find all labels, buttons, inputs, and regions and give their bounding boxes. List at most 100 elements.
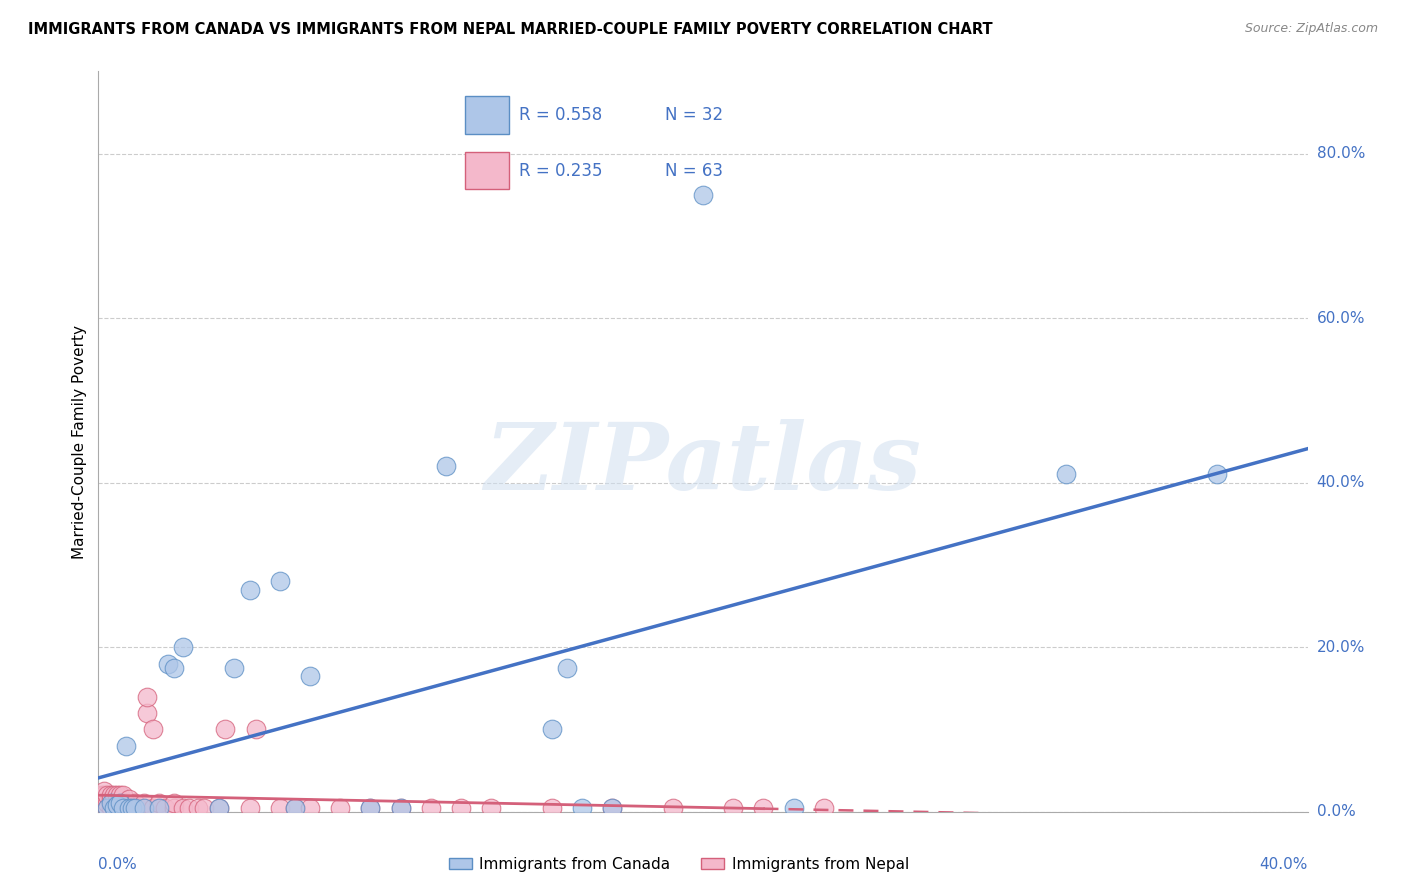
- Text: 40.0%: 40.0%: [1260, 857, 1308, 872]
- Point: [172, 640, 194, 655]
- Point: [108, 789, 131, 803]
- Point: [114, 797, 136, 811]
- Point: [100, 797, 122, 811]
- Point: [555, 661, 578, 675]
- Text: ZIPatlas: ZIPatlas: [485, 418, 921, 508]
- Point: [692, 187, 714, 202]
- Point: [602, 800, 624, 814]
- Point: [389, 800, 412, 814]
- Point: [450, 800, 472, 814]
- Point: [329, 800, 352, 814]
- Point: [179, 800, 201, 814]
- Point: [540, 723, 562, 737]
- Point: [108, 797, 131, 811]
- Point: [752, 800, 775, 814]
- Point: [121, 800, 143, 814]
- Point: [193, 800, 215, 814]
- Point: [132, 797, 155, 811]
- Point: [111, 800, 134, 814]
- Point: [434, 459, 457, 474]
- Point: [661, 800, 683, 814]
- Text: 20.0%: 20.0%: [1316, 640, 1365, 655]
- Point: [96, 789, 118, 803]
- Point: [96, 800, 118, 814]
- Point: [124, 800, 146, 814]
- Point: [93, 784, 115, 798]
- Point: [111, 789, 134, 803]
- Point: [100, 800, 122, 814]
- Point: [389, 800, 412, 814]
- Point: [142, 800, 165, 814]
- Text: 0.0%: 0.0%: [98, 857, 138, 872]
- Point: [163, 797, 186, 811]
- Text: 60.0%: 60.0%: [1316, 310, 1365, 326]
- Point: [100, 789, 122, 803]
- Point: [148, 800, 170, 814]
- Point: [114, 739, 136, 753]
- Point: [420, 800, 443, 814]
- Point: [1206, 467, 1229, 482]
- Point: [723, 800, 745, 814]
- Point: [208, 800, 231, 814]
- Point: [118, 792, 141, 806]
- Point: [105, 789, 128, 803]
- Point: [103, 792, 125, 806]
- Point: [239, 582, 262, 597]
- Point: [269, 800, 291, 814]
- Point: [100, 792, 122, 806]
- Point: [224, 661, 246, 675]
- Text: Source: ZipAtlas.com: Source: ZipAtlas.com: [1244, 22, 1378, 36]
- Point: [299, 800, 322, 814]
- Point: [571, 800, 593, 814]
- Point: [172, 800, 194, 814]
- Point: [132, 800, 155, 814]
- Point: [208, 800, 231, 814]
- Point: [108, 797, 131, 811]
- Point: [105, 800, 128, 814]
- Point: [103, 789, 125, 803]
- Point: [118, 800, 141, 814]
- Point: [121, 800, 143, 814]
- Text: IMMIGRANTS FROM CANADA VS IMMIGRANTS FROM NEPAL MARRIED-COUPLE FAMILY POVERTY CO: IMMIGRANTS FROM CANADA VS IMMIGRANTS FRO…: [28, 22, 993, 37]
- Point: [148, 800, 170, 814]
- Point: [153, 800, 176, 814]
- Point: [132, 800, 155, 814]
- Point: [284, 800, 307, 814]
- Point: [602, 800, 624, 814]
- Point: [148, 797, 170, 811]
- Point: [103, 800, 125, 814]
- Text: 0.0%: 0.0%: [1316, 805, 1355, 819]
- Point: [124, 800, 146, 814]
- Point: [239, 800, 262, 814]
- Point: [135, 690, 157, 704]
- Point: [163, 800, 186, 814]
- Point: [1054, 467, 1077, 482]
- Point: [299, 669, 322, 683]
- Point: [127, 800, 149, 814]
- Point: [118, 800, 141, 814]
- Point: [187, 800, 209, 814]
- Point: [93, 789, 115, 803]
- Point: [142, 723, 165, 737]
- Y-axis label: Married-Couple Family Poverty: Married-Couple Family Poverty: [72, 325, 87, 558]
- Point: [96, 800, 118, 814]
- Point: [813, 800, 835, 814]
- Point: [108, 800, 131, 814]
- Text: 80.0%: 80.0%: [1316, 146, 1365, 161]
- Point: [284, 800, 307, 814]
- Point: [105, 797, 128, 811]
- Point: [135, 706, 157, 720]
- Text: 40.0%: 40.0%: [1316, 475, 1365, 491]
- Point: [269, 574, 291, 589]
- Point: [105, 798, 128, 813]
- Point: [245, 723, 267, 737]
- Point: [481, 800, 503, 814]
- Point: [156, 657, 179, 671]
- Point: [214, 723, 236, 737]
- Point: [124, 797, 146, 811]
- Point: [103, 797, 125, 811]
- Point: [163, 661, 186, 675]
- Point: [783, 800, 806, 814]
- Legend: Immigrants from Canada, Immigrants from Nepal: Immigrants from Canada, Immigrants from …: [443, 851, 915, 878]
- Point: [540, 800, 562, 814]
